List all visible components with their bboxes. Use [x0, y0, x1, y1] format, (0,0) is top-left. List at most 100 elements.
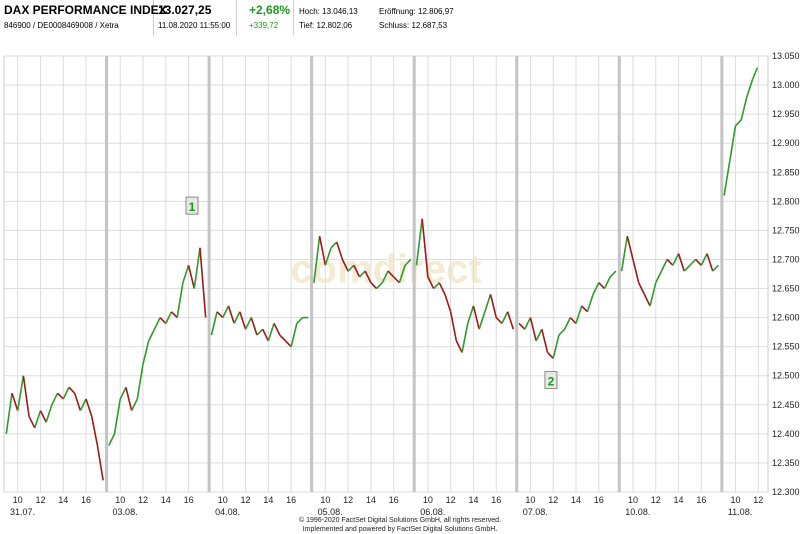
- x-tick-label: 14: [468, 495, 478, 505]
- price-segment: [495, 317, 503, 324]
- x-date-label: 10.08.: [625, 507, 650, 516]
- price-segment: [712, 264, 720, 272]
- price-segment: [501, 311, 509, 324]
- marker-box: [544, 371, 558, 390]
- price-segment: [433, 282, 440, 290]
- high-stat: Hoch: 13.046,13: [299, 7, 358, 16]
- price-segment: [290, 323, 298, 347]
- price-segment: [313, 236, 321, 283]
- instrument-cell: DAX PERFORMANCE INDEX 846900 / DE0008469…: [0, 0, 167, 36]
- price-series-31.07.: [5, 375, 104, 481]
- price-series-06.08.: [415, 218, 515, 353]
- price-segment: [159, 317, 167, 324]
- copyright-line-1: © 1996-2020 FactSet Digital Solutions Gm…: [298, 517, 502, 524]
- marker-label: 2: [548, 375, 555, 389]
- low-stat: Tief: 12.802,06: [299, 21, 352, 30]
- x-tick-label: 10: [731, 495, 741, 505]
- high-label: Hoch:: [299, 7, 320, 16]
- price-segment: [222, 305, 230, 318]
- price-segment: [466, 305, 475, 324]
- close-value: 12.687,53: [411, 21, 448, 30]
- marker-label: 1: [189, 200, 196, 214]
- x-tick-label: 10: [423, 495, 433, 505]
- x-tick-label: 16: [389, 495, 399, 505]
- price-segment: [16, 375, 25, 411]
- price-segment: [472, 305, 480, 330]
- price-segment: [637, 282, 646, 295]
- y-tick-label: 12.800: [772, 196, 800, 206]
- price-segment: [34, 410, 42, 429]
- price-segment: [455, 340, 463, 353]
- marker-box: [185, 196, 199, 215]
- y-tick-label: 12.350: [772, 458, 800, 468]
- price-segment: [489, 294, 498, 318]
- price-segment: [142, 340, 150, 365]
- price-chart: 12.300 12.350 12.400 12.450 12.500 12.550 12.6…: [3, 51, 800, 516]
- y-tick-label: 12.750: [772, 225, 800, 235]
- price-segment: [233, 311, 241, 324]
- x-tick-label: 12: [548, 495, 558, 505]
- price-segment: [170, 311, 178, 319]
- x-date-label: 04.08.: [215, 507, 240, 516]
- copyright-line-2: Implemented and powered by FactSet Digit…: [302, 526, 498, 533]
- price-segment: [404, 258, 412, 266]
- y-tick-label: 13.050: [772, 51, 800, 61]
- price-segment: [62, 387, 70, 400]
- price-segment: [335, 241, 344, 260]
- price-segment: [672, 253, 680, 266]
- high-value: 13.046,13: [322, 7, 358, 16]
- x-tick-label: 16: [81, 495, 91, 505]
- price-segment: [296, 317, 304, 324]
- price-segment: [387, 270, 395, 278]
- price-segment: [5, 393, 13, 434]
- price-segment: [330, 241, 338, 249]
- x-date-label: 11.08.: [728, 507, 752, 516]
- price-segment: [444, 294, 452, 313]
- price-segment: [461, 323, 469, 353]
- open-value: 12.806,97: [418, 7, 454, 16]
- quote-datetime: 11.08.2020 11:55:00: [158, 21, 231, 30]
- x-tick-label: 10: [320, 495, 330, 505]
- open-stat: Eröffnung: 12.806,97: [379, 7, 454, 16]
- x-tick-label: 14: [571, 495, 581, 505]
- price-segment: [244, 317, 252, 330]
- price-segment: [239, 311, 247, 330]
- price-segment: [273, 323, 281, 336]
- price-segment: [318, 236, 327, 266]
- x-tick-label: 14: [58, 495, 68, 505]
- price-segment: [147, 328, 156, 342]
- watermark: comdirect: [290, 248, 481, 292]
- y-tick-label: 12.500: [772, 371, 800, 381]
- price-series-05.08.: [313, 236, 412, 290]
- x-tick-label: 14: [366, 495, 376, 505]
- price-segment: [449, 311, 458, 342]
- price-segment: [68, 386, 76, 394]
- price-segment: [706, 253, 714, 272]
- y-tick-label: 13.000: [772, 80, 800, 90]
- price-segment: [546, 351, 554, 359]
- last-price: 13.027,25: [158, 3, 212, 17]
- price-segment: [575, 305, 583, 324]
- low-value: 12.802,06: [316, 21, 353, 30]
- price-segment: [79, 398, 87, 411]
- price-segment: [347, 264, 355, 272]
- y-tick-label: 12.900: [772, 138, 800, 148]
- price-segment: [552, 334, 560, 359]
- x-tick-label: 10: [218, 495, 228, 505]
- price-segment: [609, 270, 617, 278]
- price-segment: [734, 119, 742, 127]
- price-segment: [250, 317, 258, 336]
- price-segment: [689, 258, 697, 266]
- price-segment: [655, 270, 663, 284]
- price-segment: [193, 247, 201, 289]
- x-tick-label: 12: [343, 495, 353, 505]
- price-segment: [541, 329, 549, 353]
- price-segment: [415, 218, 423, 266]
- price-segment: [393, 276, 400, 284]
- price-segment: [729, 125, 737, 161]
- y-tick-label: 12.600: [772, 313, 800, 323]
- price-segment: [478, 311, 486, 330]
- price-segment: [261, 328, 270, 342]
- price-segment: [199, 247, 207, 318]
- price-segment: [119, 387, 127, 400]
